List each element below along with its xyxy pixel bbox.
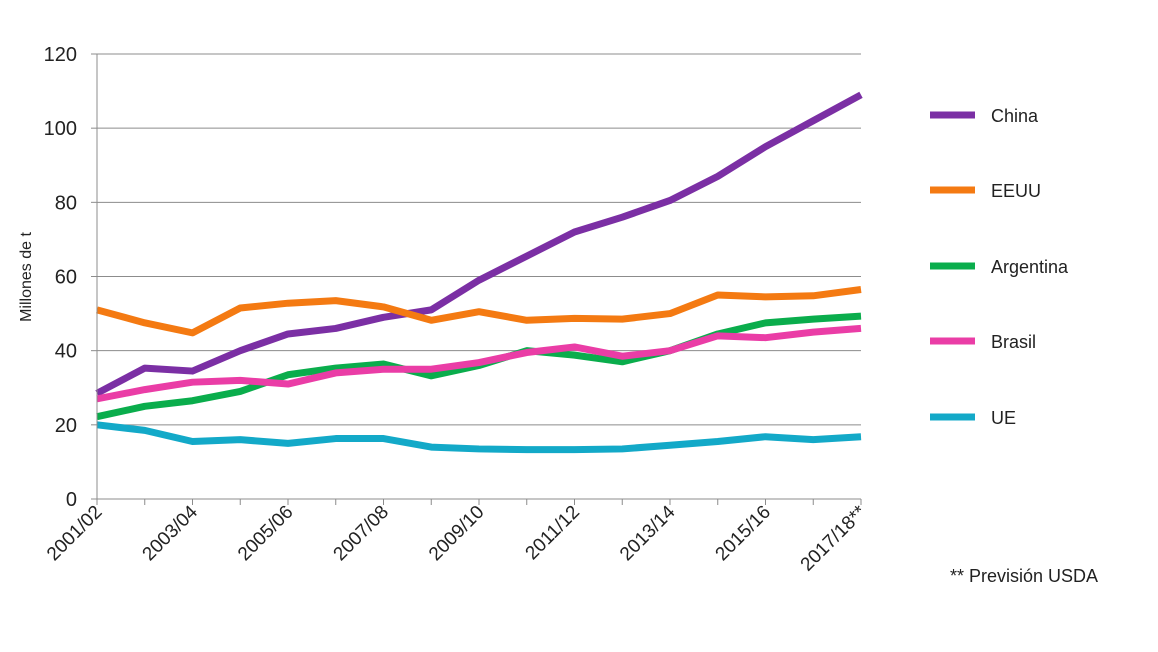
y-axis-label: Millones de t [18,232,35,322]
y-tick-label: 100 [44,118,77,140]
x-tick-label: 2003/04 [139,501,203,565]
x-tick-label: 2013/14 [616,501,680,565]
series-line-china [95,91,863,397]
y-tick-label: 20 [55,415,77,437]
series-line-ue [96,421,862,454]
x-tick-label: 2007/08 [330,502,393,565]
x-tick-label: 2011/12 [522,502,584,564]
y-tick-label: 40 [55,341,77,363]
legend-label: Brasil [991,332,1036,352]
x-tick-label: 2001/02 [43,502,106,565]
legend-label: UE [991,408,1016,428]
legend-label: China [991,106,1039,126]
y-tick-label: 60 [55,267,77,289]
y-tick-label: 0 [66,489,77,511]
y-tick-label: 120 [44,44,77,66]
y-tick-label: 80 [55,192,77,214]
footnote: ** Previsión USDA [950,566,1098,586]
x-tick-label: 2015/16 [712,502,775,565]
x-tick-label: 2005/06 [234,502,297,565]
x-tick-label: 2009/10 [425,502,488,565]
x-tick-label: 2017/18** [797,501,871,575]
legend-label: Argentina [991,257,1069,277]
legend-label: EEUU [991,181,1041,201]
